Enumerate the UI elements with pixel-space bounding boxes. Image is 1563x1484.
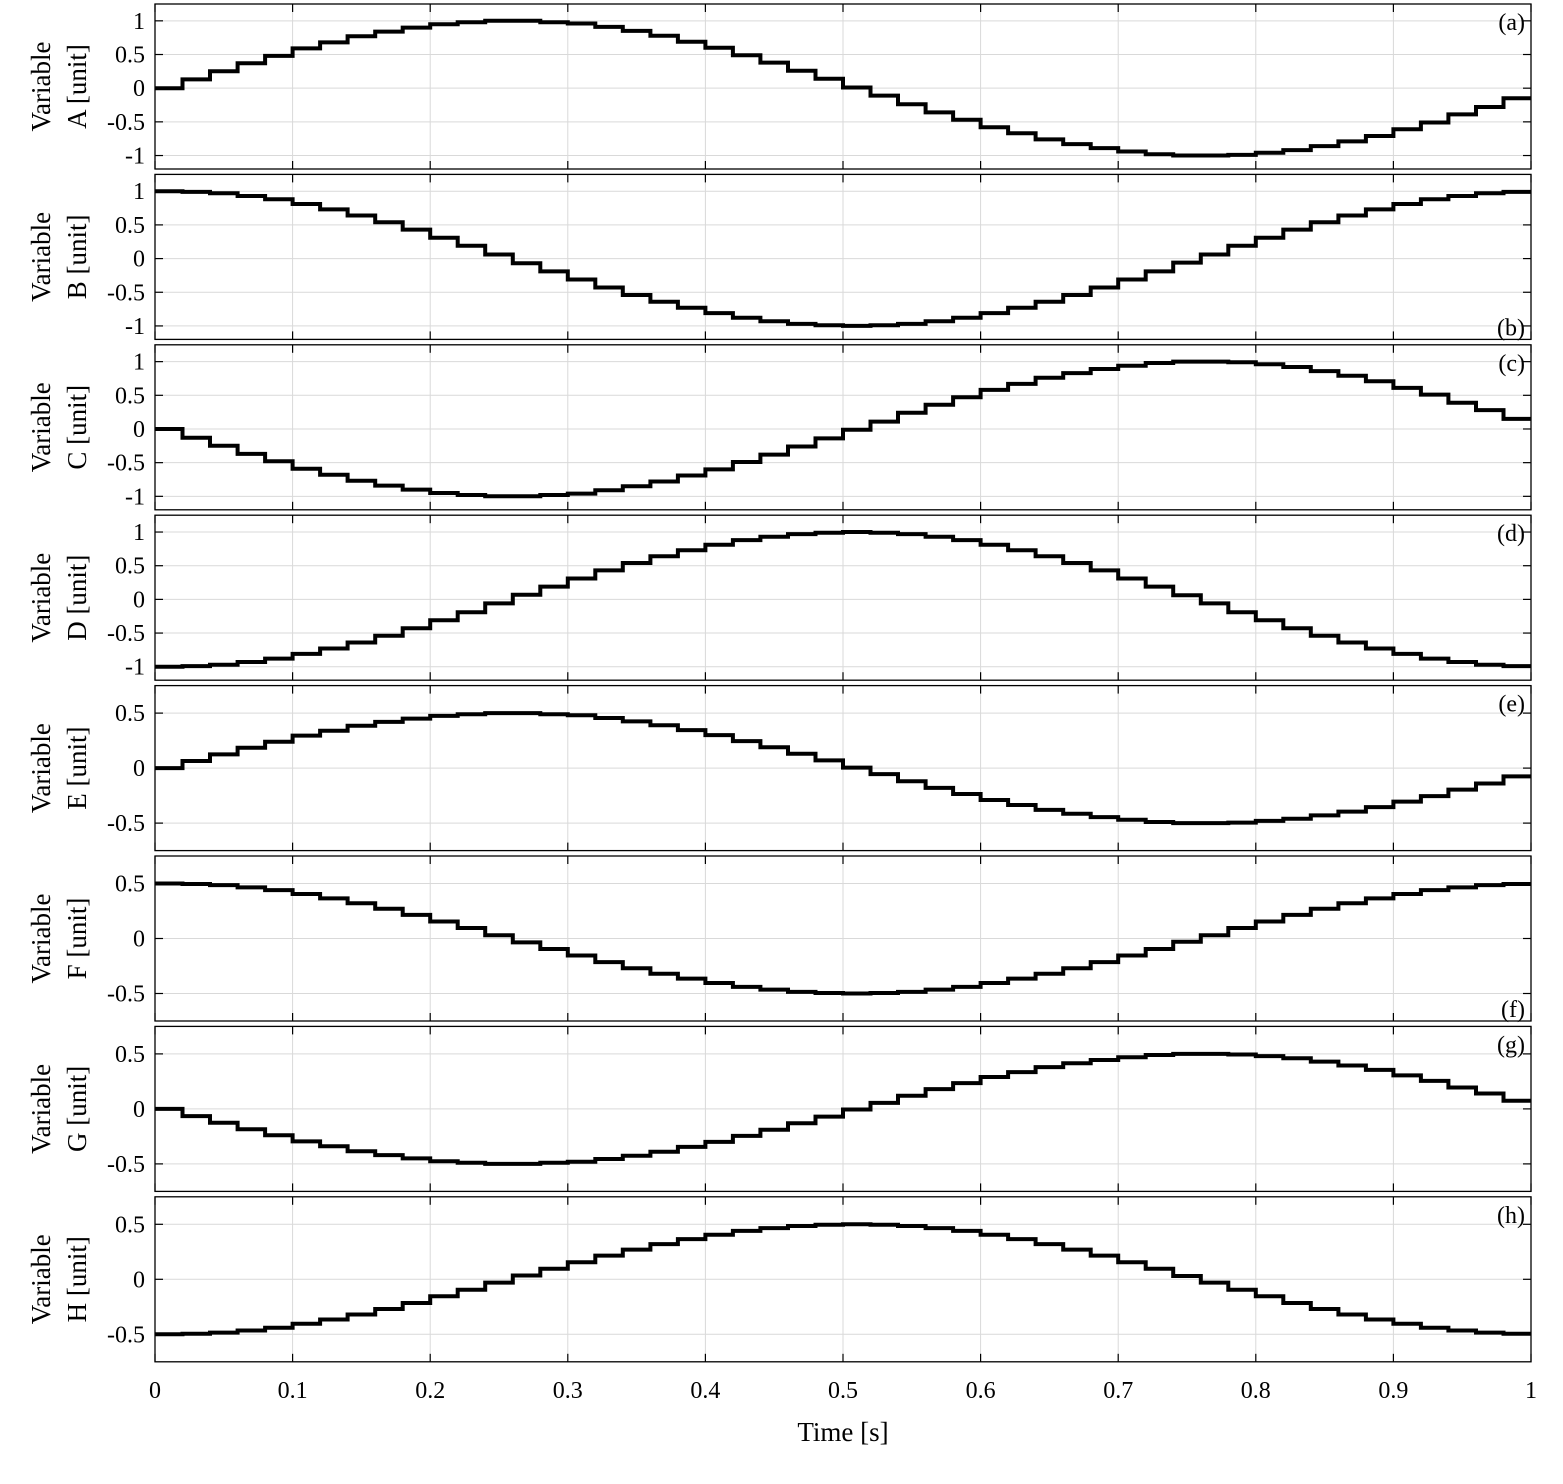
y-tick-label: 1 — [133, 179, 145, 205]
y-axis-title-line1: Variable — [26, 894, 56, 984]
x-tick-label: 0.6 — [966, 1378, 996, 1404]
y-axis-title-line2: E [unit] — [62, 726, 92, 809]
panel-tag: (f) — [1501, 997, 1525, 1023]
x-tick-label: 0.9 — [1378, 1378, 1408, 1404]
y-tick-label: 0.5 — [115, 1042, 145, 1068]
panel-g: -0.5 0 0.5 (g) Variable G [unit] — [26, 1025, 1532, 1193]
y-tick-label: 0 — [133, 417, 145, 443]
y-tick-label: 0 — [133, 1097, 145, 1123]
panel-b: -1 -0.5 0 0.5 1 (b) Variable B [unit] — [26, 173, 1532, 341]
x-tick-label: 0.1 — [278, 1378, 308, 1404]
panel-tag: (c) — [1498, 351, 1525, 377]
x-tick-label: 0.8 — [1241, 1378, 1271, 1404]
y-axis-title-line1: Variable — [26, 382, 56, 472]
series-line-a — [155, 18, 1531, 158]
series-line-f — [155, 881, 1531, 996]
y-tick-label: -0.5 — [107, 451, 145, 477]
y-tick-label: -1 — [125, 314, 145, 340]
y-axis-title-line1: Variable — [26, 42, 56, 132]
panel-a: -1 -0.5 0 0.5 1 (a) Variable A [unit] — [26, 3, 1532, 170]
x-tick-label: 0.2 — [415, 1378, 445, 1404]
x-axis: 0 0.1 0.2 0.3 0.4 0.5 0.6 0.7 0.8 0.9 1 — [149, 1378, 1537, 1404]
y-tick-label: 1 — [133, 520, 145, 546]
y-tick-label: 0.5 — [115, 43, 145, 69]
panel-tag: (e) — [1498, 692, 1525, 718]
y-tick-label: 1 — [133, 9, 145, 35]
x-tick-label: 0.4 — [690, 1378, 720, 1404]
series-line-d — [155, 530, 1531, 669]
y-tick-label: -0.5 — [107, 621, 145, 647]
x-tick-label: 0.7 — [1103, 1378, 1133, 1404]
y-tick-label: -1 — [125, 655, 145, 681]
x-tick-label: 1 — [1525, 1378, 1537, 1404]
y-tick-label: 0.5 — [115, 1212, 145, 1238]
y-tick-label: 0.5 — [115, 213, 145, 239]
panel-d: -1 -0.5 0 0.5 1 (d) Variable D [unit] — [26, 514, 1532, 681]
x-tick-label: 0.5 — [828, 1378, 858, 1404]
panel-tag: (h) — [1497, 1203, 1525, 1229]
x-axis-title: Time [s] — [797, 1417, 888, 1447]
panel-frame — [154, 514, 1532, 681]
series-line-h — [155, 1222, 1531, 1337]
y-axis-title-line1: Variable — [26, 212, 56, 302]
y-tick-label: -0.5 — [107, 1322, 145, 1348]
panel-h: -0.5 0 0.5 (h) Variable H [unit] — [26, 1196, 1532, 1363]
panel-tag: (d) — [1497, 521, 1525, 547]
y-tick-label: 0 — [133, 1267, 145, 1293]
y-axis-title-line1: Variable — [26, 1064, 56, 1154]
y-tick-label: 0 — [133, 76, 145, 102]
series-line-b — [155, 189, 1531, 328]
y-tick-label: -1 — [125, 144, 145, 170]
x-tick-label: 0 — [149, 1378, 161, 1404]
series-line-c — [155, 359, 1531, 499]
x-tick-label: 0.3 — [553, 1378, 583, 1404]
y-tick-label: 0 — [133, 587, 145, 613]
y-axis-title-line2: C [unit] — [62, 385, 92, 470]
y-tick-label: 1 — [133, 350, 145, 376]
panel-frame — [154, 1196, 1532, 1363]
y-tick-label: -1 — [125, 484, 145, 510]
series-line-e — [155, 711, 1531, 826]
y-tick-label: -0.5 — [107, 811, 145, 837]
y-tick-label: 0.5 — [115, 701, 145, 727]
y-tick-label: 0 — [133, 756, 145, 782]
y-axis-title-line2: B [unit] — [62, 215, 92, 300]
y-axis-title-line2: H [unit] — [62, 1236, 92, 1322]
y-axis-title-line2: G [unit] — [62, 1066, 92, 1152]
y-tick-label: -0.5 — [107, 1152, 145, 1178]
panel-c: -1 -0.5 0 0.5 1 (c) Variable C [unit] — [26, 344, 1532, 511]
panels-layer: -1-0.500.51 (a)Variable A [unit]-1-0.500.5… — [26, 3, 1532, 1363]
y-tick-label: 0.5 — [115, 383, 145, 409]
y-tick-label: 0 — [133, 247, 145, 273]
y-tick-label: 0.5 — [115, 872, 145, 898]
y-axis-title-line1: Variable — [26, 1234, 56, 1324]
panel-frame — [154, 855, 1532, 1022]
y-tick-label: -0.5 — [107, 280, 145, 306]
panel-tag: (a) — [1498, 10, 1525, 36]
y-axis-title-line2: A [unit] — [62, 44, 92, 129]
panel-f: -0.5 0 0.5 (f) Variable F [unit] — [26, 855, 1532, 1023]
y-tick-label: 0.5 — [115, 554, 145, 580]
y-axis-title-line1: Variable — [26, 553, 56, 643]
panel-e: -0.5 0 0.5 (e) Variable E [unit] — [26, 684, 1532, 852]
y-tick-label: -0.5 — [107, 110, 145, 136]
series-line-g — [155, 1051, 1531, 1166]
panel-tag: (b) — [1497, 315, 1525, 341]
y-tick-label: -0.5 — [107, 982, 145, 1008]
panel-frame — [154, 173, 1532, 341]
y-axis-title-line2: D [unit] — [62, 555, 92, 641]
panel-tag: (g) — [1497, 1032, 1525, 1058]
y-axis-title-line2: F [unit] — [62, 898, 92, 980]
y-tick-label: 0 — [133, 927, 145, 953]
y-axis-title-line1: Variable — [26, 723, 56, 813]
